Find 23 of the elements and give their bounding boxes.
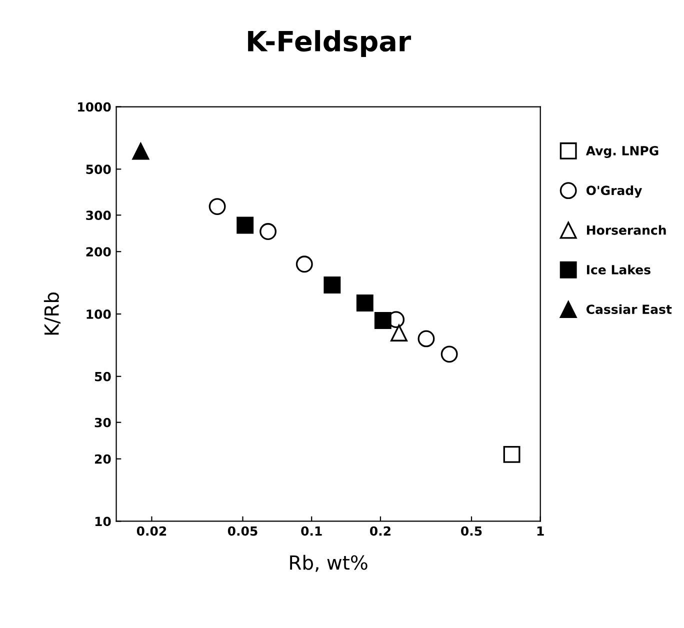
x-tick-label: 1	[537, 526, 544, 536]
legend-label: Horseranch	[587, 225, 666, 235]
legend-label: Ice Lakes	[587, 264, 650, 274]
y-tick-label: 20	[95, 454, 111, 464]
x-tick-label: 0.02	[136, 526, 166, 536]
y-tick-label: 500	[86, 164, 111, 174]
legend-label: O'Grady	[586, 185, 642, 198]
legend-label: Cassiar East	[586, 304, 672, 314]
y-tick-label: 30	[94, 418, 111, 428]
x-tick-label: 0.1	[301, 526, 322, 536]
y-tick-label: 50	[94, 372, 111, 382]
chart-title: K-Feldspar	[248, 30, 412, 57]
y-tick-label: 200	[86, 247, 111, 257]
x-tick-label: 0.05	[228, 526, 258, 536]
y-axis-title: K/Rb	[44, 292, 60, 335]
x-axis-title: Rb, wt%	[290, 554, 368, 572]
legend-label: Avg. LNPG	[586, 146, 658, 158]
x-tick-label: 0.5	[461, 526, 482, 536]
y-tick-label: 10	[95, 516, 111, 526]
x-tick-label: 0.2	[370, 526, 390, 536]
y-tick-label: 1000	[78, 102, 111, 112]
y-tick-label: 300	[86, 210, 111, 220]
y-tick-label: 100	[86, 309, 111, 319]
